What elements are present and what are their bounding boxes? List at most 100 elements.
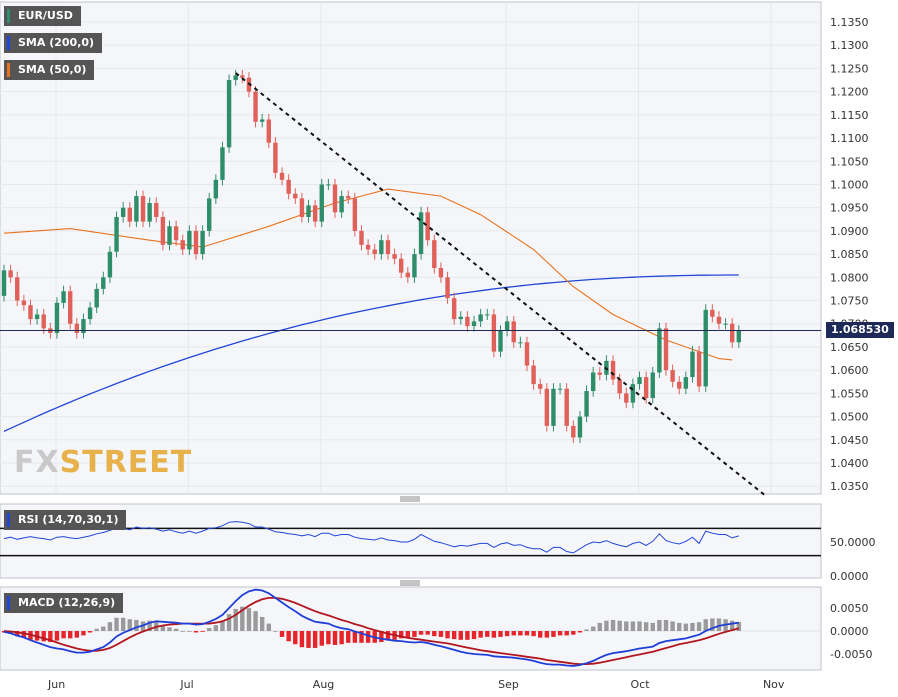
legend-sma200[interactable]: SMA (200,0) xyxy=(4,33,103,53)
candle-body xyxy=(220,147,225,180)
rsi-tick-label: 0.0000 xyxy=(830,570,869,583)
macd-histogram-bar xyxy=(213,625,219,631)
x-tick-label: Jun xyxy=(47,678,65,691)
candle-body xyxy=(87,307,93,320)
macd-histogram-bar xyxy=(650,622,655,631)
macd-histogram-bar xyxy=(518,631,523,636)
macd-histogram-bar xyxy=(266,623,271,631)
macd-signal-line xyxy=(3,597,740,665)
macd-histogram-bar xyxy=(557,631,563,636)
macd-histogram-bar xyxy=(498,631,503,637)
candle-body xyxy=(597,372,602,375)
candle-body xyxy=(451,298,457,320)
legend-rsi[interactable]: RSI (14,70,30,1) xyxy=(4,510,127,530)
x-tick-label: Oct xyxy=(631,678,651,691)
macd-histogram-bar xyxy=(279,631,285,637)
macd-histogram-bar xyxy=(630,621,636,631)
macd-histogram-bar xyxy=(352,631,358,643)
candle-body xyxy=(81,319,86,334)
macd-histogram-bar xyxy=(81,631,86,636)
candle-body xyxy=(193,230,199,255)
candle-body xyxy=(438,268,444,278)
candle-body xyxy=(650,372,655,399)
candle-body xyxy=(630,384,636,403)
candle-body xyxy=(683,377,689,389)
candle-body xyxy=(127,207,132,222)
legend-macd[interactable]: MACD (12,26,9) xyxy=(4,593,124,613)
macd-histogram-bar xyxy=(696,622,702,631)
macd-histogram-bar xyxy=(425,631,430,635)
macd-histogram-bar xyxy=(643,622,649,631)
candle-body xyxy=(233,75,238,81)
macd-histogram-bar xyxy=(730,620,735,631)
macd-histogram-bar xyxy=(127,619,132,631)
candle-body xyxy=(74,323,80,334)
macd-histogram-bar xyxy=(259,617,265,631)
candle-body xyxy=(226,80,232,148)
price-tick-label: 1.1000 xyxy=(830,178,869,191)
macd-histogram-bar xyxy=(365,631,371,643)
candle-body xyxy=(491,314,497,352)
macd-swatch xyxy=(7,596,10,610)
macd-histogram-bar xyxy=(339,631,344,645)
macd-histogram-bar xyxy=(326,631,331,645)
macd-histogram-bar xyxy=(346,631,351,643)
candle-body xyxy=(167,226,172,245)
candle-body xyxy=(670,370,675,382)
candle-body xyxy=(445,277,450,299)
candle-body xyxy=(677,381,682,389)
macd-histogram-bar xyxy=(173,628,179,631)
candle-body xyxy=(253,91,258,122)
candle-body xyxy=(134,196,139,222)
macd-histogram-bar xyxy=(617,620,622,631)
fxstreet-logo: FXSTREET xyxy=(14,445,192,480)
candle-body xyxy=(286,179,291,194)
eurusd-swatch xyxy=(7,9,10,23)
rsi-swatch xyxy=(7,513,10,527)
macd-histogram-bar xyxy=(15,631,20,637)
candle-body xyxy=(710,309,715,317)
candle-body xyxy=(637,377,642,385)
candle-body xyxy=(716,316,722,324)
candle-body xyxy=(485,314,490,316)
candle-body xyxy=(372,249,377,255)
macd-histogram-bar xyxy=(220,620,225,631)
candle-body xyxy=(180,240,185,250)
legend-sma50[interactable]: SMA (50,0) xyxy=(4,60,95,80)
macd-histogram-bar xyxy=(432,631,437,637)
legend-macd-label: MACD (12,26,9) xyxy=(18,596,116,609)
price-tick-label: 1.0350 xyxy=(830,480,869,493)
candle-body xyxy=(120,207,126,217)
macd-histogram-bar xyxy=(544,631,550,638)
macd-histogram-bar xyxy=(677,622,682,631)
macd-histogram-bar xyxy=(590,626,596,631)
candle-body xyxy=(68,291,73,324)
candle-body xyxy=(544,388,550,426)
macd-histogram-bar xyxy=(306,631,311,648)
macd-histogram-bar xyxy=(286,631,291,642)
macd-histogram-bar xyxy=(604,620,609,631)
sma50-swatch xyxy=(7,63,10,77)
macd-histogram-bar xyxy=(114,617,119,631)
candle-body xyxy=(723,323,728,325)
macd-line xyxy=(3,588,739,667)
x-tick-label: Nov xyxy=(763,678,785,691)
macd-tick-label: 0.0050 xyxy=(830,602,869,615)
price-tick-label: 1.0800 xyxy=(830,271,869,284)
macd-histogram-bar xyxy=(524,631,530,636)
price-tick-label: 1.0550 xyxy=(830,387,869,400)
macd-histogram-bar xyxy=(379,631,384,643)
macd-histogram-bar xyxy=(101,626,106,631)
price-tick-label: 1.0400 xyxy=(830,457,869,470)
macd-histogram-bar xyxy=(551,631,556,637)
macd-histogram-bar xyxy=(299,631,305,648)
legend-eurusd[interactable]: EUR/USD xyxy=(4,6,81,26)
macd-histogram-bar xyxy=(319,631,324,646)
macd-histogram-bar xyxy=(21,631,27,638)
candle-body xyxy=(703,309,708,387)
macd-histogram-bar xyxy=(710,618,715,631)
macd-histogram-bar xyxy=(385,631,391,641)
candle-body xyxy=(259,119,265,122)
price-tick-label: 1.1150 xyxy=(830,109,869,122)
macd-histogram-bar xyxy=(458,631,463,640)
